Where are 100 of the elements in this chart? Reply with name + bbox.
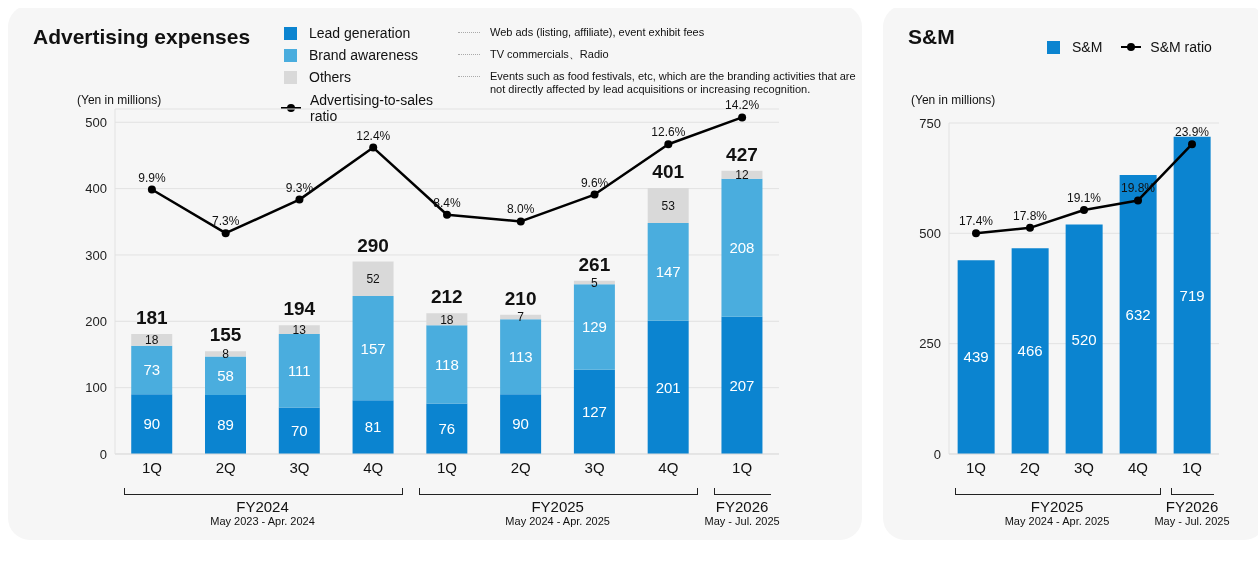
data-label: 81 [364, 418, 382, 436]
x-tick-label: 4Q [363, 458, 384, 476]
data-label: 111 [287, 362, 311, 380]
legend-label: Others [309, 69, 352, 85]
y-tick-label: 500 [919, 225, 941, 241]
text: FY2025 [1029, 498, 1085, 515]
text: FY2024 [235, 498, 290, 515]
data-label: 53 [661, 198, 676, 213]
point [1080, 206, 1088, 214]
text: TV commercials、Radio [490, 48, 610, 61]
point [443, 210, 451, 219]
point [664, 140, 673, 149]
y-tick-label: 200 [85, 313, 107, 329]
legend-label: Advertising-to-sales ratio [310, 92, 434, 124]
x-tick-label: 2Q [215, 458, 236, 476]
y-tick-label: 750 [919, 115, 941, 131]
data-label: 632 [1125, 305, 1151, 323]
bar [721, 316, 763, 454]
bar [205, 356, 247, 395]
text: May - Jul. 2025 [703, 515, 781, 527]
point [590, 190, 599, 199]
data-label: 8.4% [433, 195, 461, 210]
data-label: 201 [655, 378, 681, 396]
bar [500, 319, 542, 395]
data-label: 9.9% [138, 170, 166, 185]
bar [131, 394, 173, 454]
text: Events such as food festivals, etc, which are the branding activities that are not directly affected by lead acquisitions or increasing recognition. [490, 70, 857, 96]
bar [131, 345, 173, 395]
data-label: 13 [292, 322, 307, 337]
bar [647, 223, 689, 321]
data-label: 9.6% [580, 175, 609, 190]
data-label: 127 [581, 403, 607, 421]
x-tick-label: 3Q [1073, 458, 1095, 476]
total-label: 427 [726, 143, 758, 165]
point [147, 185, 156, 194]
y-tick-label: 400 [85, 181, 107, 197]
bar [1119, 175, 1157, 454]
data-label: 70 [290, 422, 308, 440]
chart-title: Advertising expenses [33, 25, 251, 49]
total-label: 212 [430, 286, 463, 308]
bar [500, 394, 542, 454]
data-label: 113 [508, 348, 533, 366]
data-label: 719 [1179, 286, 1205, 304]
data-label: 8.0% [507, 202, 535, 217]
total-label: 261 [578, 253, 611, 275]
data-label: 466 [1017, 342, 1043, 360]
legend-label: Brand awareness [309, 47, 418, 63]
x-tick-label: 2Q [510, 458, 531, 476]
data-label: 12.6% [651, 125, 686, 140]
data-label: 90 [512, 415, 529, 433]
bar [426, 325, 468, 404]
bar [278, 407, 320, 454]
data-label: 208 [729, 238, 755, 256]
data-label: 439 [963, 348, 989, 366]
data-label: 58 [217, 367, 234, 385]
data-label: 76 [438, 420, 456, 438]
data-label: 12 [735, 167, 749, 182]
point [1188, 140, 1196, 149]
y-tick-label: 250 [919, 336, 941, 352]
data-label: 157 [360, 339, 386, 357]
x-tick-label: 3Q [289, 458, 310, 476]
x-tick-label: 4Q [1127, 458, 1149, 476]
bar [1065, 224, 1103, 454]
x-tick-label: 4Q [658, 458, 679, 476]
data-label: 18 [145, 333, 159, 348]
bar [647, 320, 689, 454]
data-label: 18 [440, 312, 454, 327]
legend-label: Lead generation [309, 25, 411, 41]
data-label: 90 [143, 415, 161, 433]
text: May 2023 - Apr. 2024 [209, 515, 316, 527]
data-label: 14.2% [725, 98, 760, 113]
data-label: 73 [143, 361, 161, 379]
x-tick-label: 1Q [1181, 458, 1203, 476]
text: FY2026 [1164, 498, 1220, 515]
y-tick-label: 100 [85, 380, 107, 396]
y-tick-label: 0 [99, 446, 107, 462]
y-tick-label: 300 [85, 247, 107, 263]
point [1026, 223, 1034, 232]
legend-label: S&M [1072, 39, 1103, 55]
x-tick-label: 1Q [732, 458, 753, 476]
bar [1173, 136, 1211, 454]
x-tick-label: 3Q [584, 458, 605, 476]
total-label: 290 [357, 234, 389, 256]
text: FY2025 [530, 498, 585, 515]
data-label: 23.9% [1174, 125, 1210, 140]
data-label: 17.8% [1012, 208, 1048, 223]
text: May 2024 - Apr. 2025 [1004, 515, 1110, 527]
data-label: 9.3% [285, 180, 314, 195]
data-label: 12.4% [356, 128, 391, 143]
bar [278, 333, 320, 408]
point [738, 113, 747, 122]
bar [957, 260, 995, 454]
total-label: 210 [504, 287, 537, 309]
bar [205, 394, 247, 454]
total-label: 401 [652, 160, 685, 182]
x-tick-label: 1Q [141, 458, 162, 476]
data-label: 52 [366, 272, 381, 287]
total-label: 181 [135, 306, 169, 328]
total-label: 194 [283, 298, 316, 320]
bar [426, 403, 468, 454]
